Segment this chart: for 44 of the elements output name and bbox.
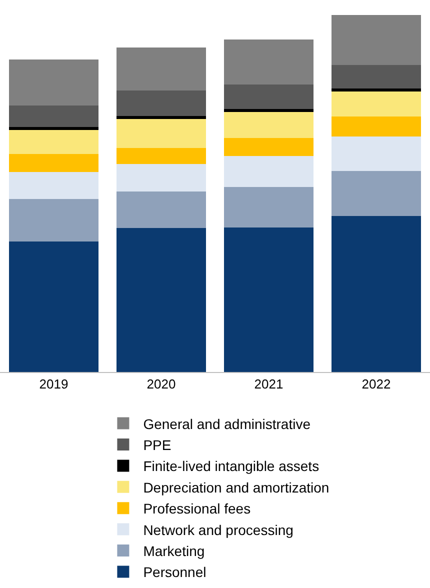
bar: [116, 148, 206, 164]
bar: [9, 172, 98, 200]
bar: [224, 40, 314, 85]
bar: [332, 15, 421, 65]
bar: [9, 105, 98, 128]
x-tick-label: 2019: [39, 376, 68, 392]
bar: [116, 90, 206, 116]
legend-label: PPE: [143, 436, 172, 453]
legend-label: Network and processing: [143, 522, 294, 538]
bar: [116, 164, 206, 192]
bar: [9, 199, 98, 242]
legend-label: Finite-lived intangible assets: [143, 458, 320, 474]
bar: [224, 112, 314, 138]
bar: [224, 156, 314, 188]
legend-label: Depreciation and amortization: [143, 479, 330, 496]
bar: [224, 84, 314, 109]
legend-label: Professional fees: [143, 500, 251, 517]
legend-label: General and administrative: [143, 416, 311, 432]
bar: [332, 64, 421, 89]
bar: [332, 116, 421, 136]
bar: [332, 216, 421, 372]
legend-label: Personnel: [143, 564, 206, 580]
x-tick-label: 2021: [254, 376, 284, 392]
bar: [116, 47, 206, 91]
bar: [224, 108, 314, 112]
bar: [9, 130, 98, 154]
bar: [332, 88, 421, 92]
bar: [116, 116, 206, 119]
bar: [9, 59, 98, 106]
bar: [116, 191, 206, 228]
bar: [116, 118, 206, 148]
bar: [224, 227, 314, 372]
x-tick-label: 2022: [362, 376, 391, 392]
x-tick-label: 2020: [146, 376, 176, 392]
bar: [9, 154, 98, 172]
bar: [116, 228, 206, 372]
bar: [332, 91, 421, 117]
bar: [224, 138, 314, 156]
bar: [332, 136, 421, 172]
bar: [224, 187, 314, 228]
legend-label: Marketing: [143, 542, 205, 559]
bar: [9, 127, 98, 130]
bar: [332, 171, 421, 216]
bar: [9, 241, 98, 372]
